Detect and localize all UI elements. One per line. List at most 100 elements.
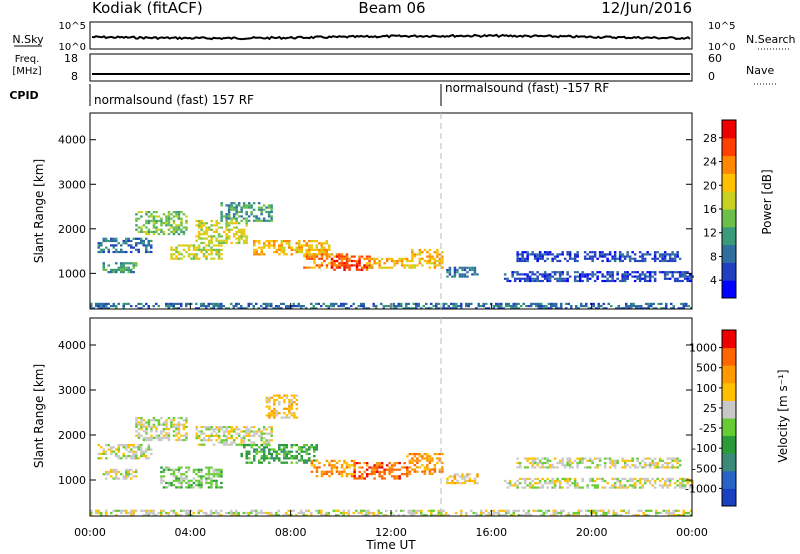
echo-cell bbox=[152, 211, 156, 214]
echo-cell bbox=[482, 305, 485, 308]
nsearch-tick-bottom: 10^0 bbox=[708, 42, 735, 53]
echo-cell bbox=[681, 484, 684, 487]
echo-cell bbox=[267, 514, 270, 517]
echo-cell bbox=[207, 228, 211, 231]
echo-cell bbox=[370, 511, 373, 515]
echo-cell bbox=[318, 248, 321, 251]
echo-cell bbox=[653, 457, 657, 460]
echo-cell bbox=[232, 305, 235, 308]
echo-cell bbox=[335, 253, 339, 256]
echo-cell bbox=[95, 511, 98, 515]
echo-cell bbox=[433, 266, 437, 269]
echo-cell bbox=[230, 206, 233, 209]
echo-cell bbox=[626, 459, 629, 462]
echo-cell bbox=[506, 279, 509, 283]
echo-cell bbox=[580, 302, 583, 305]
freq-panel-frame bbox=[89, 53, 693, 82]
echo-cell bbox=[611, 257, 614, 260]
echo-cell bbox=[190, 479, 193, 482]
echo-cell bbox=[363, 462, 366, 465]
echo-cell bbox=[343, 461, 346, 465]
echo-cell bbox=[448, 273, 452, 276]
echo-cell bbox=[572, 514, 575, 517]
freq-label: Freq. bbox=[15, 54, 40, 65]
echo-cell bbox=[603, 464, 607, 467]
echo-cell bbox=[460, 514, 463, 517]
echo-cell bbox=[418, 459, 422, 462]
echo-cell bbox=[167, 215, 171, 218]
echo-cell bbox=[200, 426, 203, 429]
echo-cell bbox=[232, 217, 236, 220]
echo-cell bbox=[556, 255, 559, 258]
echo-cell bbox=[135, 305, 138, 308]
echo-cell bbox=[295, 450, 298, 453]
echo-cell bbox=[225, 228, 228, 231]
echo-cell bbox=[342, 302, 345, 305]
echo-cell bbox=[581, 271, 584, 274]
echo-cell bbox=[400, 473, 404, 476]
echo-cell bbox=[257, 208, 261, 211]
echo-cell bbox=[546, 279, 549, 283]
echo-cell bbox=[235, 204, 238, 207]
echo-cell bbox=[653, 486, 657, 489]
echo-cell bbox=[548, 277, 552, 280]
echo-cell bbox=[285, 416, 289, 419]
echo-cell bbox=[477, 302, 480, 305]
echo-cell bbox=[626, 486, 629, 489]
echo-cell bbox=[255, 514, 258, 517]
echo-cell bbox=[160, 436, 163, 439]
echo-cell bbox=[262, 432, 266, 435]
echo-cell bbox=[333, 268, 336, 271]
echo-cell bbox=[263, 455, 266, 458]
echo-cell bbox=[292, 302, 295, 305]
echo-cell bbox=[566, 279, 569, 283]
echo-cell bbox=[345, 307, 348, 310]
echo-cell bbox=[217, 434, 221, 437]
echo-cell bbox=[225, 239, 228, 242]
echo-cell bbox=[676, 484, 679, 487]
echo-cell bbox=[647, 509, 650, 512]
echo-cell bbox=[651, 275, 654, 278]
echo-cell bbox=[160, 511, 163, 515]
echo-cell bbox=[300, 459, 303, 462]
echo-cell bbox=[285, 407, 289, 410]
echo-cell bbox=[520, 514, 523, 517]
echo-cell bbox=[406, 468, 409, 471]
echo-cell bbox=[220, 514, 223, 517]
echo-cell bbox=[200, 219, 203, 223]
echo-cell bbox=[643, 479, 647, 483]
echo-cell bbox=[452, 302, 455, 305]
echo-cell bbox=[426, 259, 429, 263]
echo-cell bbox=[567, 514, 570, 517]
echo-cell bbox=[623, 466, 627, 469]
echo-cell bbox=[673, 257, 677, 260]
echo-cell bbox=[573, 275, 577, 278]
echo-cell bbox=[217, 430, 221, 433]
echo-cell bbox=[202, 511, 205, 515]
echo-cell bbox=[460, 307, 463, 310]
echo-cell bbox=[295, 455, 298, 458]
echo-cell bbox=[170, 473, 173, 476]
echo-cell bbox=[170, 257, 173, 260]
echo-cell bbox=[230, 202, 233, 205]
echo-cell bbox=[650, 302, 653, 305]
echo-cell bbox=[205, 434, 208, 437]
echo-cell bbox=[240, 437, 243, 440]
echo-cell bbox=[362, 302, 365, 305]
echo-cell bbox=[423, 470, 427, 473]
echo-cell bbox=[466, 275, 469, 278]
echo-cell bbox=[197, 246, 201, 249]
echo-cell bbox=[147, 421, 151, 424]
echo-cell bbox=[461, 482, 464, 485]
echo-cell bbox=[576, 251, 579, 254]
echo-cell bbox=[180, 228, 183, 231]
echo-cell bbox=[180, 224, 183, 227]
echo-cell bbox=[313, 253, 316, 256]
echo-cell bbox=[278, 452, 281, 455]
echo-cell bbox=[365, 464, 369, 467]
echo-cell bbox=[240, 455, 243, 458]
echo-cell bbox=[453, 271, 457, 274]
echo-cell bbox=[313, 248, 316, 251]
echo-cell bbox=[445, 514, 448, 517]
echo-cell bbox=[611, 273, 614, 276]
